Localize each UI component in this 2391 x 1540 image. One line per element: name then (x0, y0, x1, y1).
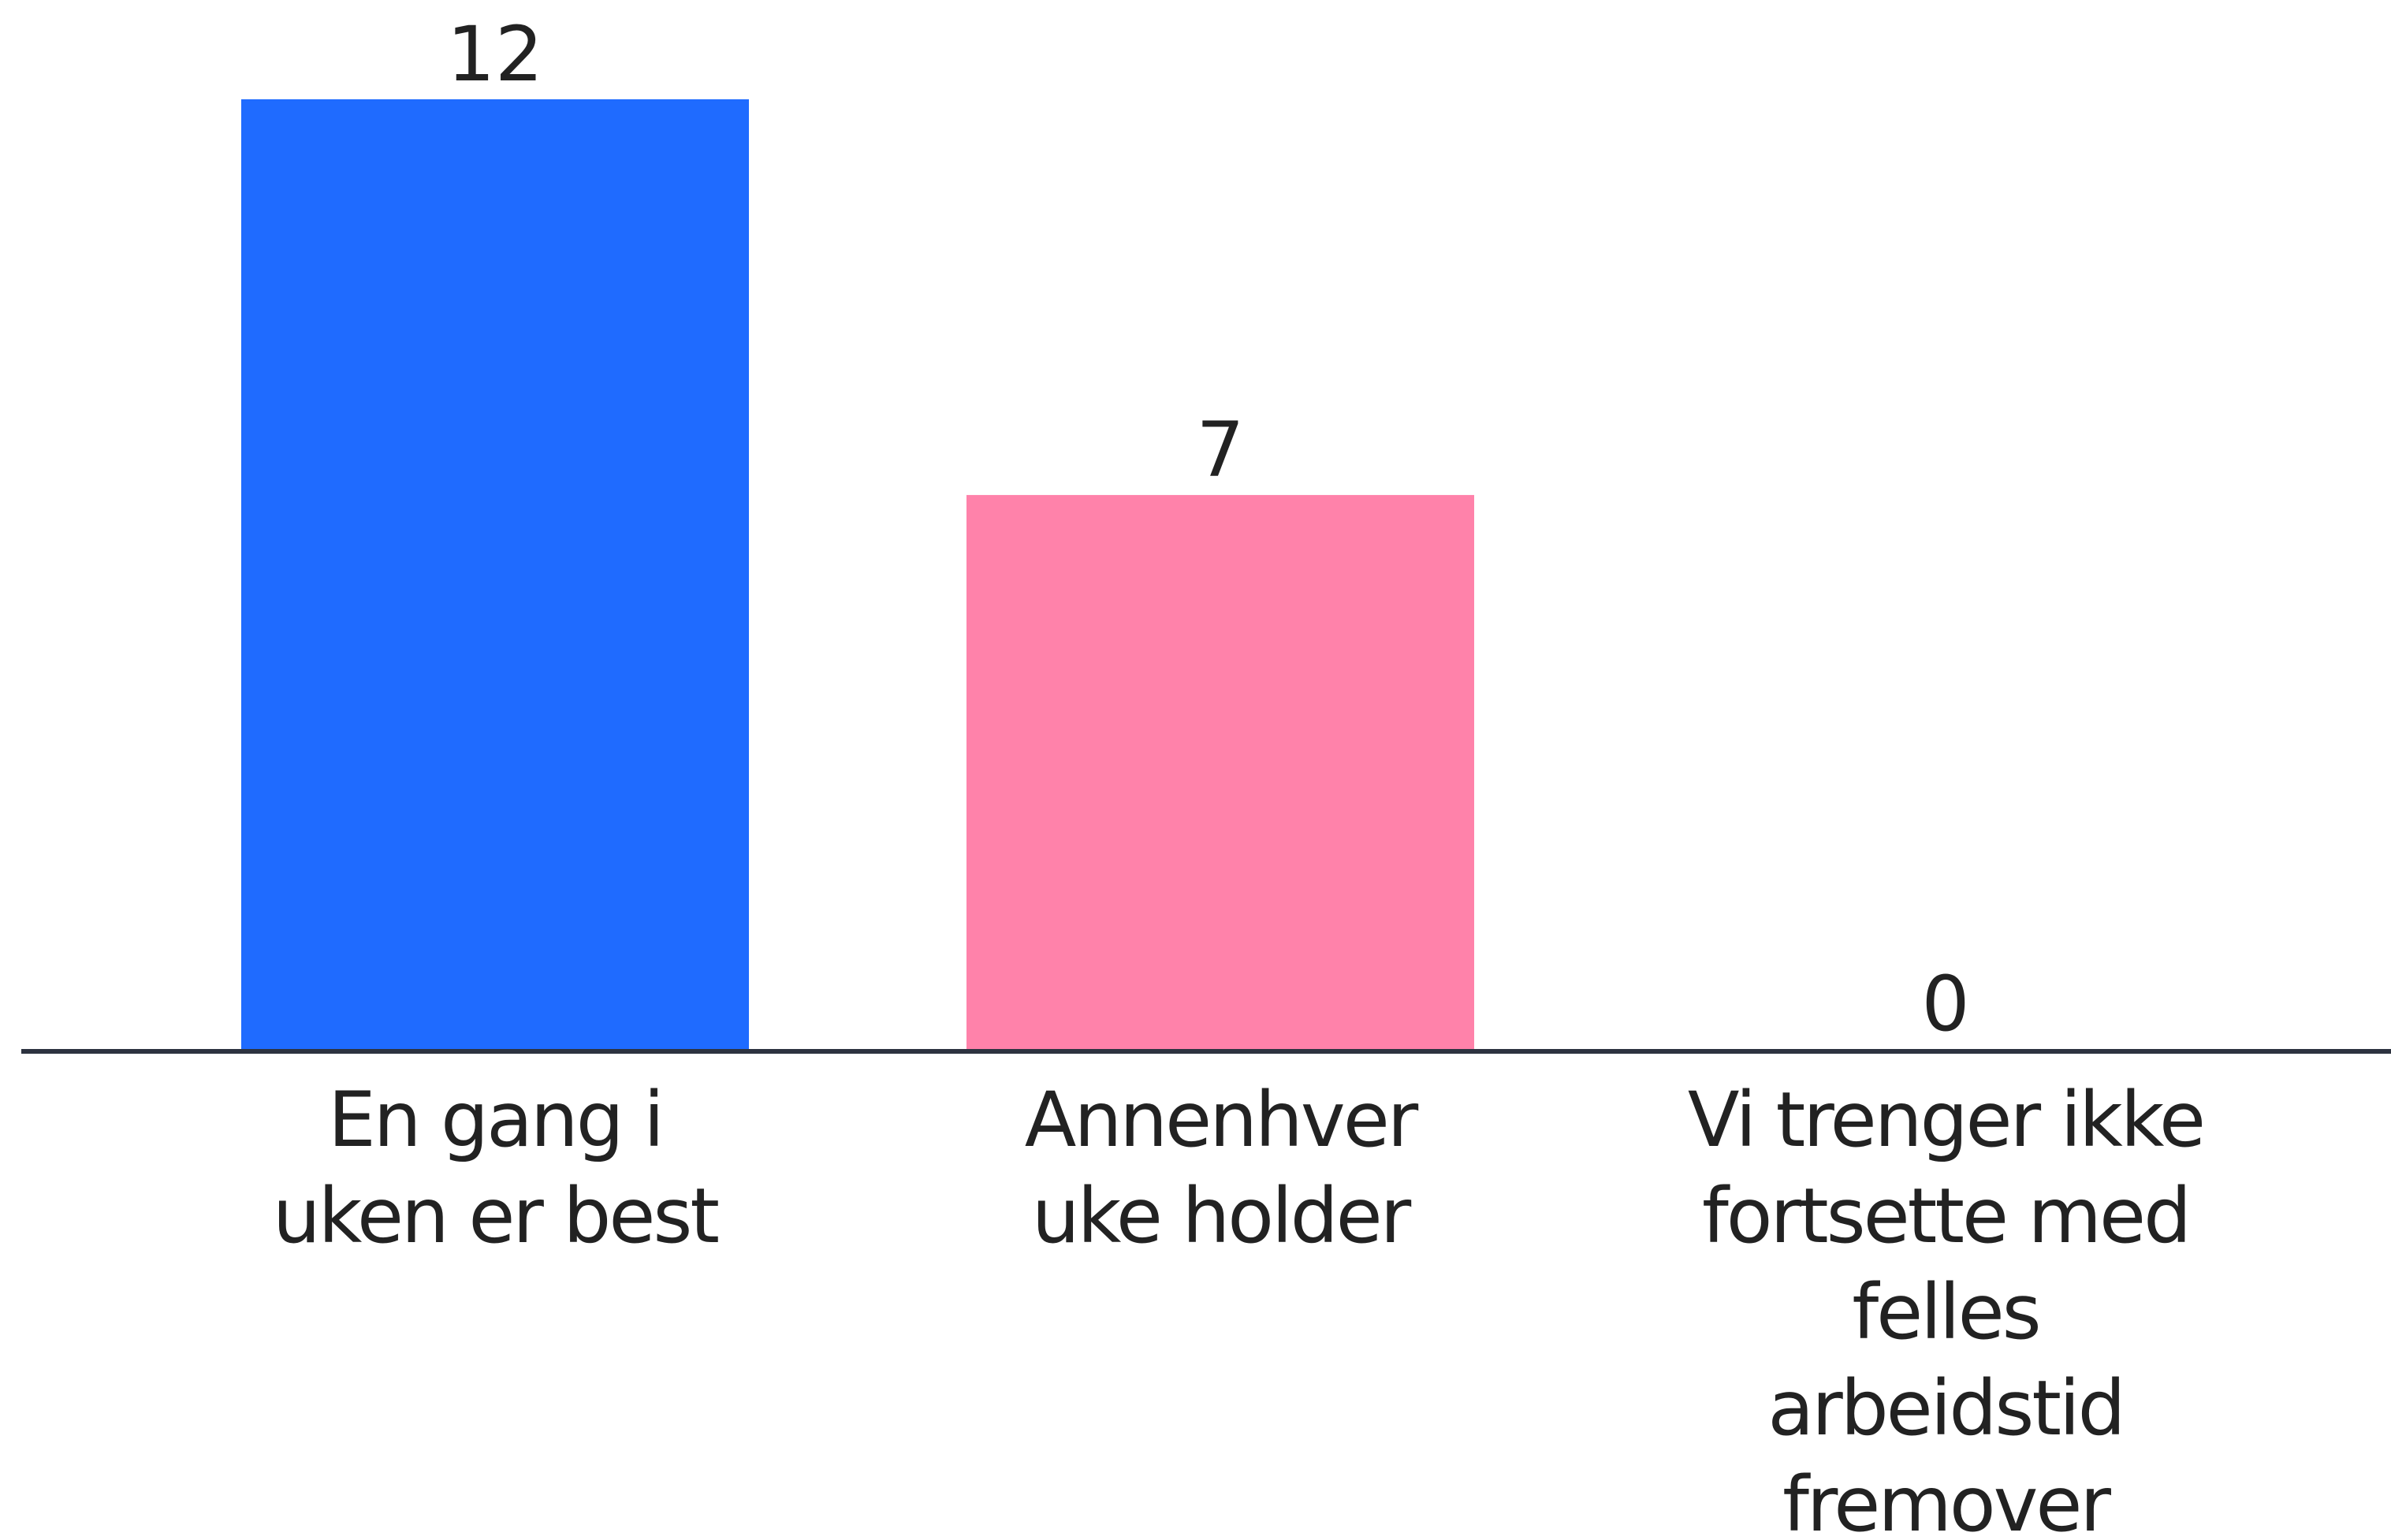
bar (966, 495, 1474, 1049)
bar (241, 99, 749, 1049)
x-tick-label: Vi trenger ikke fortsette med felles arb… (1687, 1076, 2206, 1540)
value-label: 7 (1196, 406, 1244, 494)
value-label: 12 (447, 10, 543, 99)
value-label: 0 (1921, 960, 1969, 1048)
x-tick-label: Annenhver uke holder (1024, 1076, 1418, 1260)
x-tick-label: En gang i uken er best (272, 1076, 720, 1260)
